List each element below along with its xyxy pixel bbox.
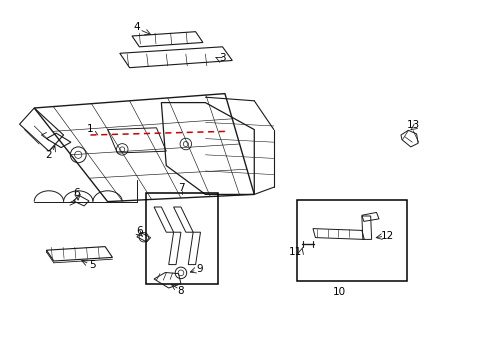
Text: 8: 8	[177, 286, 184, 296]
Text: 9: 9	[196, 264, 203, 274]
Bar	[145, 193, 218, 284]
Text: 7: 7	[178, 183, 185, 193]
Text: 3: 3	[219, 53, 225, 63]
Text: 4: 4	[133, 22, 140, 32]
Text: 12: 12	[380, 231, 393, 241]
Text: 6: 6	[136, 226, 142, 237]
Text: 6: 6	[73, 188, 80, 198]
Bar	[297, 200, 407, 281]
Text: 1: 1	[87, 124, 94, 134]
Text: 10: 10	[333, 287, 346, 297]
Text: 13: 13	[406, 120, 419, 130]
Text: 2: 2	[45, 150, 52, 160]
Text: 11: 11	[288, 247, 302, 257]
Text: 5: 5	[89, 260, 96, 270]
